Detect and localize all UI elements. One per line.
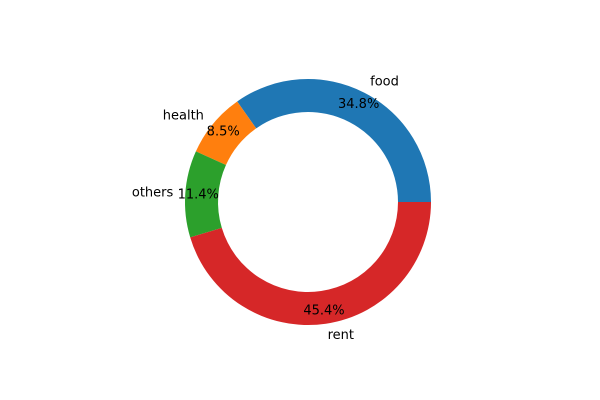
slice-food [237,79,431,202]
slice-others [185,151,226,238]
slice-rent [190,202,431,326]
pct-label-health: 8.5% [207,124,240,139]
pct-label-food: 34.8% [338,97,379,112]
category-label-rent: rent [328,328,354,343]
pct-label-rent: 45.4% [303,303,344,318]
donut-slices [185,79,431,326]
donut-labels: 34.8% food 8.5%health 11.4% others 45.4% rent [132,75,399,343]
slice-health [195,101,257,165]
pct-label-others: 11.4% [178,187,219,202]
category-label-others: others [132,186,174,201]
category-label-food: food [370,75,399,90]
category-label-health: health [163,109,204,124]
